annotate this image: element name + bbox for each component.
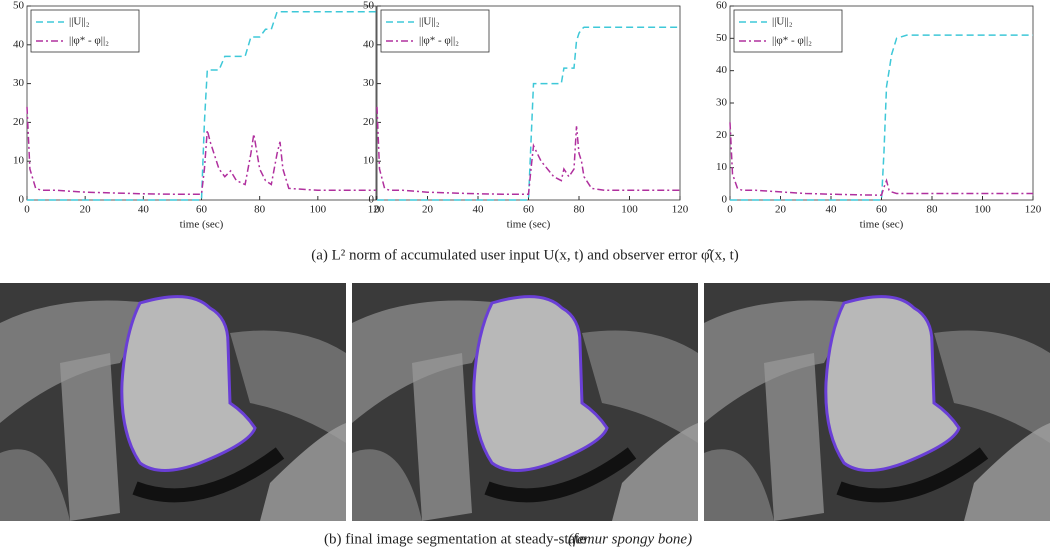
y-tick-label: 50 (13, 0, 25, 12)
y-tick-label: 20 (13, 116, 25, 128)
y-tick-label: 40 (716, 64, 728, 76)
x-tick-label: 60 (196, 204, 208, 216)
x-tick-label: 120 (672, 204, 689, 216)
y-tick-label: 30 (363, 77, 375, 89)
x-axis-label: time (sec) (860, 219, 904, 231)
x-tick-label: 100 (621, 204, 638, 216)
x-tick-label: 20 (80, 204, 92, 216)
y-tick-label: 30 (13, 77, 25, 89)
x-tick-label: 20 (422, 204, 434, 216)
y-tick-label: 10 (716, 161, 728, 173)
series-line (26, 106, 376, 195)
x-tick-label: 120 (1025, 204, 1042, 216)
y-tick-label: 10 (13, 155, 25, 167)
x-tick-label: 40 (473, 204, 485, 216)
x-tick-label: 80 (254, 204, 266, 216)
x-tick-label: 0 (374, 204, 380, 216)
segmentation-image (704, 283, 1050, 521)
y-tick-label: 50 (716, 32, 728, 44)
y-tick-label: 60 (716, 0, 728, 12)
x-tick-label: 60 (523, 204, 535, 216)
segmentation-image (0, 283, 346, 521)
x-axis-label: time (sec) (507, 219, 551, 231)
x-tick-label: 0 (727, 204, 733, 216)
legend-label: ||U||₂ (69, 16, 90, 28)
legend-label: ||U||₂ (772, 16, 793, 28)
x-tick-label: 80 (574, 204, 586, 216)
x-tick-label: 100 (974, 204, 991, 216)
y-tick-label: 20 (363, 116, 375, 128)
x-tick-label: 40 (138, 204, 150, 216)
legend-box (380, 9, 490, 53)
series-line (729, 122, 1033, 196)
legend-label: ||U||₂ (419, 16, 440, 28)
caption-b: (b) final image segmentation at steady-s… (324, 531, 586, 547)
y-tick-label: 40 (13, 38, 25, 50)
series-line (376, 106, 680, 195)
y-tick-label: 50 (363, 0, 375, 12)
caption-b-italic: (femur spongy bone) (568, 531, 692, 547)
series-line (27, 11, 376, 201)
y-tick-label: 10 (363, 155, 375, 167)
x-tick-label: 80 (927, 204, 939, 216)
y-tick-label: 20 (716, 129, 728, 141)
legend-box (30, 9, 140, 53)
y-tick-label: 40 (363, 38, 375, 50)
legend-label: ||φ* - φ||₂ (772, 35, 812, 47)
x-tick-label: 40 (826, 204, 838, 216)
x-tick-label: 60 (876, 204, 888, 216)
caption-a: (a) L² norm of accumulated user input U(… (311, 247, 739, 263)
y-tick-label: 0 (19, 194, 25, 206)
y-tick-label: 0 (722, 194, 728, 206)
series-line (377, 26, 680, 201)
x-tick-label: 100 (310, 204, 327, 216)
legend-box (733, 9, 843, 53)
x-tick-label: 0 (24, 204, 30, 216)
y-tick-label: 30 (716, 97, 728, 109)
x-tick-label: 120 (368, 204, 385, 216)
segmentation-image (352, 283, 698, 521)
series-line (730, 34, 1033, 201)
legend-label: ||φ* - φ||₂ (419, 35, 459, 47)
x-tick-label: 20 (775, 204, 787, 216)
legend-label: ||φ* - φ||₂ (69, 35, 109, 47)
y-tick-label: 0 (369, 194, 375, 206)
x-axis-label: time (sec) (180, 219, 224, 231)
